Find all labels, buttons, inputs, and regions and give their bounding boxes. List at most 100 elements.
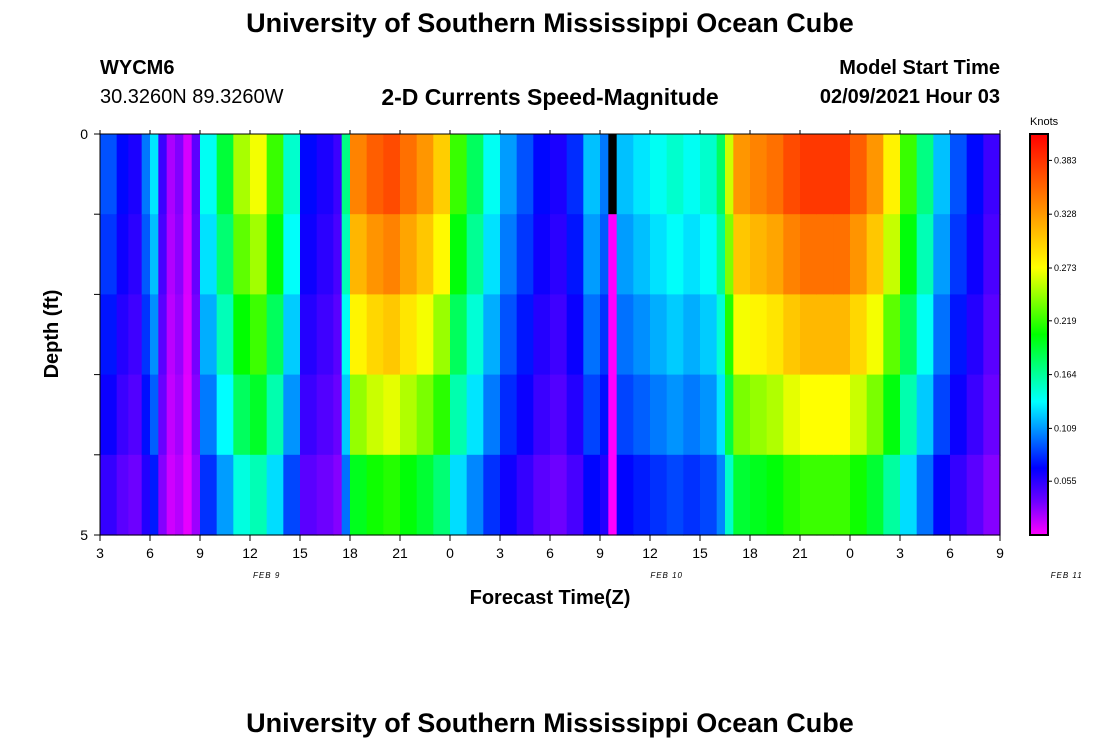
heatmap-cell [366,374,384,456]
heatmap-cell [150,454,159,536]
heatmap-cell [266,134,284,215]
heatmap-cell [966,374,984,456]
heatmap-cell [933,374,951,456]
heatmap-cell [216,374,234,456]
heatmap-cell [666,294,684,376]
heatmap-cell [383,214,401,295]
heatmap-cell [866,294,884,376]
heatmap-cell [916,374,934,456]
heatmap-cell [158,374,168,456]
heatmap-cell [450,134,468,215]
heatmap-cell [900,134,918,215]
heatmap-cell [433,214,451,295]
heatmap-cell [200,454,218,536]
heatmap-cell [516,134,534,215]
heatmap-cell [500,374,518,456]
heatmap-cell [383,294,401,376]
heatmap-cell [850,294,868,376]
heatmap-cell [933,454,951,536]
heatmap-cell [250,454,268,536]
heatmap-cell [166,134,176,215]
heatmap-cell [725,214,734,295]
heatmap-cell [300,454,318,536]
heatmap-cell [466,134,484,215]
heatmap-cell [725,294,734,376]
x-tick-label: 21 [792,545,808,561]
heatmap-cell [633,454,651,536]
heatmap-cell [100,374,118,456]
heatmap-cell [350,454,368,536]
heatmap-cell [300,134,318,215]
heatmap-cell [433,294,451,376]
heatmap-cell [783,294,801,376]
heatmap-cell [333,374,343,456]
heatmap-cell [866,454,884,536]
heatmap-cell [283,454,301,536]
heatmap-cell [450,214,468,295]
heatmap-cell [950,294,968,376]
heatmap-cell [533,454,551,536]
heatmap-cell [175,374,184,456]
heatmap-cell [633,214,651,295]
colorbar-tick-label: 0.273 [1054,263,1077,273]
colorbar-scale [1029,133,1049,536]
heatmap-cell [733,454,751,536]
heatmap-cell [916,294,934,376]
heatmap-cell [175,134,184,215]
heatmap-cell [233,214,251,295]
heatmap-cell [733,214,751,295]
heatmap-cell [700,374,718,456]
heatmap-cell [716,374,726,456]
heatmap-cell [566,214,584,295]
heatmap-cell [250,134,268,215]
heatmap-cell [700,294,718,376]
heatmap-cell [883,134,901,215]
heatmap-cell [366,134,384,215]
x-tick-label: 6 [946,545,954,561]
x-tick-label: 9 [596,545,604,561]
heatmap-cell [400,294,418,376]
heatmap-cell [550,214,568,295]
heatmap-cell [850,454,868,536]
x-axis-label: Forecast Time(Z) [470,587,631,609]
x-tick-label: 15 [292,545,308,561]
heatmap-cell [716,454,726,536]
heatmap-cell [166,374,176,456]
heatmap-cell [333,294,343,376]
heatmap-cell [533,294,551,376]
heatmap-cell [766,454,784,536]
colorbar-tick-label: 0.328 [1054,209,1077,219]
heatmap-cell [200,374,218,456]
heatmap-cell [483,294,501,376]
heatmap-cell [300,294,318,376]
heatmap-cell [650,374,668,456]
heatmap-cell [666,214,684,295]
heatmap-cell [850,214,868,295]
date-label: FEB 9 [253,571,280,580]
heatmap-cell [141,294,151,376]
heatmap-cell [883,454,901,536]
heatmap-cell [616,454,634,536]
heatmap-cell [128,294,143,376]
heatmap-cell [283,134,301,215]
heatmap-cell [783,454,801,536]
heatmap-cell [341,454,351,536]
heatmap-cell [950,214,968,295]
heatmap-cell [600,454,609,536]
date-label: FEB 10 [650,571,683,580]
heatmap-cell [316,294,334,376]
heatmap-cell [200,214,218,295]
heatmap-cell [516,454,534,536]
heatmap-cell [283,294,301,376]
heatmap-cell [900,294,918,376]
heatmap-cell [183,454,193,536]
heatmap-cell [583,214,601,295]
heatmap-cell [550,294,568,376]
x-tick-label: 9 [996,545,1004,561]
heatmap-cell [191,374,201,456]
x-tick-label: 3 [496,545,504,561]
heatmap-cell [283,214,301,295]
heatmap-cell [175,294,184,376]
heatmap-cell [816,214,834,295]
heatmap-cell [950,374,968,456]
